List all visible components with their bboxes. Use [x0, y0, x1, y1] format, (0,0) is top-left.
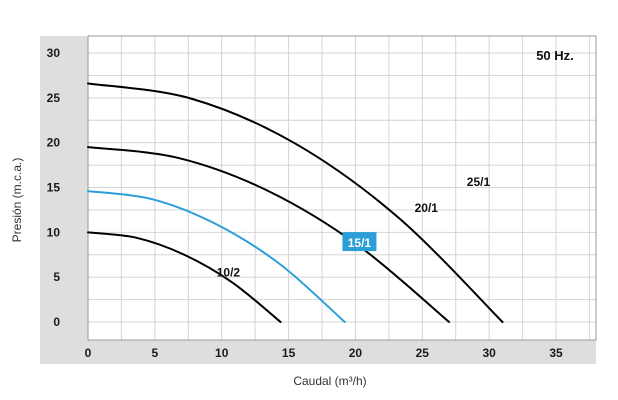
curves: [87, 82, 504, 323]
y-tick-label: 25: [47, 91, 61, 105]
x-tick-label: 20: [349, 346, 363, 360]
grid: [87, 35, 597, 341]
series-line-20-1: [87, 146, 451, 323]
series-label-15-1: 15/1: [348, 236, 372, 250]
x-tick-label: 30: [482, 346, 496, 360]
x-tick-label: 35: [549, 346, 563, 360]
y-tick-labels: 0 5 10 15 20 25 30: [47, 46, 61, 329]
series-label-25-1: 25/1: [467, 175, 491, 189]
x-tick-label: 15: [282, 346, 296, 360]
curve-labels: 10/2 15/1 20/1 25/1: [217, 175, 491, 280]
x-axis-title: Caudal (m³/h): [293, 374, 366, 388]
series-line-15-1: [87, 190, 346, 323]
y-tick-label: 30: [47, 46, 61, 60]
x-tick-labels: 0 5 10 15 20 25 30 35: [85, 346, 563, 360]
y-tick-label: 10: [47, 225, 61, 239]
y-tick-label: 5: [53, 270, 60, 284]
series-label-20-1: 20/1: [415, 201, 439, 215]
y-tick-label: 0: [53, 315, 60, 329]
x-tick-label: 10: [215, 346, 229, 360]
y-tick-label: 15: [47, 181, 61, 195]
plot-border: [87, 35, 597, 341]
x-tick-label: 5: [152, 346, 159, 360]
x-axis-band: [40, 340, 596, 364]
series-label-10-2: 10/2: [217, 266, 241, 280]
y-axis-title: Presión (m.c.a.): [10, 158, 24, 243]
frequency-label: 50 Hz.: [536, 48, 574, 63]
series-line-10-2: [87, 231, 282, 323]
highlight-box: [342, 232, 377, 252]
y-tick-label: 20: [47, 136, 61, 150]
x-tick-label: 25: [416, 346, 430, 360]
y-axis-band: [40, 36, 88, 340]
series-line-25-1: [87, 82, 504, 323]
x-tick-label: 0: [85, 346, 92, 360]
